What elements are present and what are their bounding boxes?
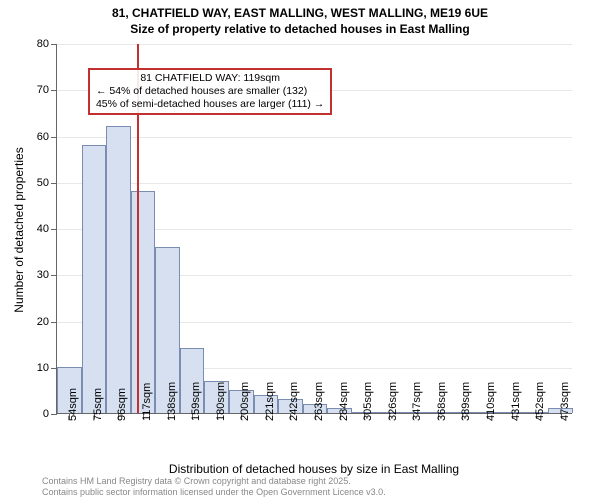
annotation-line: ← 54% of detached houses are smaller (13… — [96, 85, 324, 98]
annotation-box: 81 CHATFIELD WAY: 119sqm← 54% of detache… — [88, 68, 332, 115]
chart-container: 81, CHATFIELD WAY, EAST MALLING, WEST MA… — [0, 0, 600, 500]
y-tick-label: 40 — [37, 223, 49, 235]
y-tick-label: 70 — [37, 84, 49, 96]
y-tick-label: 0 — [43, 408, 49, 420]
y-tick-label: 20 — [37, 316, 49, 328]
x-tick-label: 305sqm — [362, 382, 374, 421]
y-tick — [51, 414, 57, 415]
x-tick-label: 200sqm — [239, 382, 251, 421]
x-tick-label: 410sqm — [485, 382, 497, 421]
y-tick — [51, 137, 57, 138]
gridline — [57, 44, 572, 45]
plot-area: 0102030405060708054sqm75sqm96sqm117sqm13… — [56, 44, 572, 414]
y-tick — [51, 322, 57, 323]
x-tick-label: 368sqm — [436, 382, 448, 421]
x-tick-label: 389sqm — [460, 382, 472, 421]
histogram-bar — [131, 191, 156, 413]
x-tick-label: 347sqm — [411, 382, 423, 421]
gridline — [57, 137, 572, 138]
x-tick-label: 138sqm — [166, 382, 178, 421]
x-tick-label: 263sqm — [313, 382, 325, 421]
y-axis-label: Number of detached properties — [12, 147, 26, 312]
y-tick — [51, 275, 57, 276]
y-tick — [51, 90, 57, 91]
x-tick-label: 54sqm — [67, 388, 79, 421]
y-tick-label: 80 — [37, 38, 49, 50]
footer: Contains HM Land Registry data © Crown c… — [42, 476, 386, 498]
x-tick-label: 159sqm — [190, 382, 202, 421]
x-axis-label: Distribution of detached houses by size … — [56, 462, 572, 476]
x-tick-label: 221sqm — [264, 382, 276, 421]
y-tick-label: 10 — [37, 362, 49, 374]
x-tick-label: 473sqm — [559, 382, 571, 421]
y-tick — [51, 183, 57, 184]
gridline — [57, 183, 572, 184]
x-tick-label: 431sqm — [510, 382, 522, 421]
plot: 0102030405060708054sqm75sqm96sqm117sqm13… — [56, 44, 572, 414]
title-line-1: 81, CHATFIELD WAY, EAST MALLING, WEST MA… — [0, 6, 600, 22]
x-tick-label: 452sqm — [534, 382, 546, 421]
title-line-2: Size of property relative to detached ho… — [0, 22, 600, 38]
x-tick-label: 284sqm — [338, 382, 350, 421]
x-tick-label: 180sqm — [215, 382, 227, 421]
y-tick — [51, 44, 57, 45]
histogram-bar — [106, 126, 131, 413]
annotation-line: 81 CHATFIELD WAY: 119sqm — [96, 72, 324, 85]
y-tick-label: 50 — [37, 177, 49, 189]
x-tick-label: 96sqm — [116, 388, 128, 421]
x-tick-label: 75sqm — [92, 388, 104, 421]
annotation-line: 45% of semi-detached houses are larger (… — [96, 98, 324, 111]
footer-line-2: Contains public sector information licen… — [42, 487, 386, 498]
footer-line-1: Contains HM Land Registry data © Crown c… — [42, 476, 386, 487]
x-tick-label: 117sqm — [141, 383, 153, 421]
x-tick-label: 326sqm — [387, 382, 399, 421]
y-tick — [51, 229, 57, 230]
y-tick-label: 60 — [37, 131, 49, 143]
y-tick-label: 30 — [37, 269, 49, 281]
title-block: 81, CHATFIELD WAY, EAST MALLING, WEST MA… — [0, 0, 600, 37]
histogram-bar — [82, 145, 107, 413]
x-tick-label: 242sqm — [288, 382, 300, 421]
